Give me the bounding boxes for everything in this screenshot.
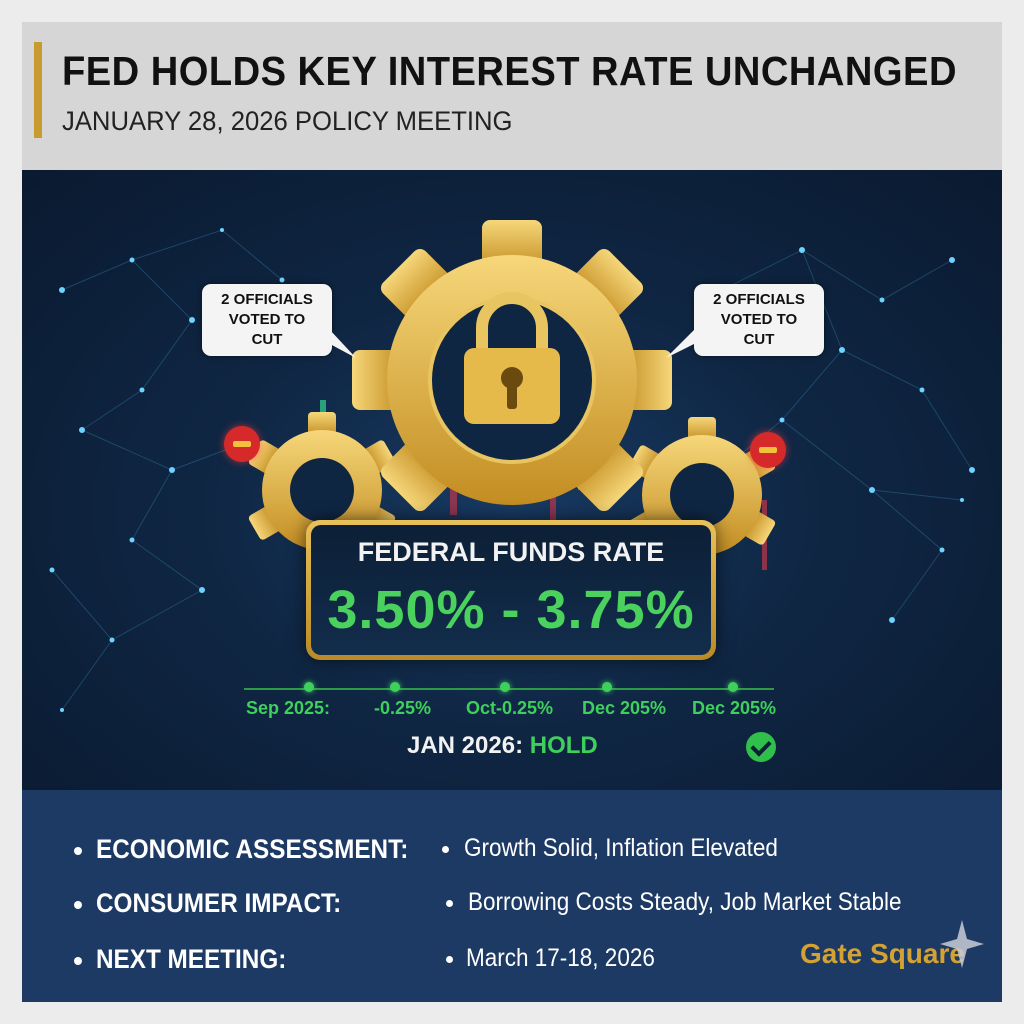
timeline-dot [390, 682, 400, 692]
vote-bubble-right: 2 OFFICIALS VOTED TO CUT [694, 284, 824, 356]
vote-bubble-left-line1: 2 OFFICIALS [221, 291, 313, 308]
decision-value: HOLD [529, 732, 598, 759]
bullet [74, 847, 82, 855]
page-title: FED HOLDS KEY INTEREST RATE UNCHANGED [62, 48, 957, 94]
hero-panel: 2 OFFICIALS VOTED TO CUT 2 OFFICIALS VOT… [22, 170, 1002, 790]
lock-icon [464, 292, 560, 424]
timeline-dot [304, 682, 314, 692]
detail-row: CONSUMER IMPACT: Borrowing Costs Steady,… [74, 888, 974, 928]
minus-icon-right [750, 432, 786, 468]
bullet [442, 846, 449, 853]
page-subtitle: JANUARY 28, 2026 POLICY MEETING [62, 106, 513, 136]
rate-label: FEDERAL FUNDS RATE [357, 537, 665, 567]
detail-label: NEXT MEETING: [96, 944, 287, 974]
timeline-item: Sep 2025: [246, 698, 331, 718]
infographic-frame: FED HOLDS KEY INTEREST RATE UNCHANGED JA… [22, 22, 1002, 1002]
timeline-item: Dec 205% [692, 698, 777, 718]
bullet [74, 901, 82, 909]
vote-bubble-right-tail [666, 330, 694, 358]
bullet [446, 900, 453, 907]
minus-icon-left [224, 426, 260, 462]
sparkle-icon [940, 920, 984, 968]
vote-bubble-left: 2 OFFICIALS VOTED TO CUT [202, 284, 332, 356]
detail-value: Borrowing Costs Steady, Job Market Stabl… [468, 888, 902, 916]
detail-label: CONSUMER IMPACT: [96, 888, 342, 918]
timeline-item: -0.25% [374, 698, 432, 718]
decision-line: JAN 2026: HOLD [407, 732, 598, 760]
detail-row: NEXT MEETING: March 17-18, 2026 [74, 944, 974, 984]
timeline-dot [500, 682, 510, 692]
check-icon [746, 732, 776, 762]
detail-label: ECONOMIC ASSESSMENT: [96, 834, 409, 864]
brand-logo: Gate Square [800, 938, 965, 969]
header-accent-bar [34, 42, 42, 138]
detail-value: Growth Solid, Inflation Elevated [464, 834, 778, 862]
bullet [74, 957, 82, 965]
details-panel: ECONOMIC ASSESSMENT: Growth Solid, Infla… [22, 790, 1002, 1002]
vote-bubble-left-tail [330, 330, 356, 358]
timeline-item: Oct-0.25% [466, 698, 554, 718]
vote-bubble-left-line2: VOTED TO CUT [228, 311, 306, 348]
timeline-dot [602, 682, 612, 692]
vote-bubble-right-line1: 2 OFFICIALS [713, 291, 805, 308]
decision-label: JAN 2026: [407, 732, 524, 759]
bullet [446, 956, 453, 963]
timeline-dot [728, 682, 738, 692]
detail-row: ECONOMIC ASSESSMENT: Growth Solid, Infla… [74, 834, 974, 874]
rate-value: 3.50% - 3.75% [327, 580, 695, 640]
rate-panel: FEDERAL FUNDS RATE 3.50% - 3.75% [306, 520, 716, 660]
vote-bubble-right-line2: VOTED TO CUT [720, 311, 798, 348]
detail-value: March 17-18, 2026 [466, 944, 655, 972]
timeline-item: Dec 205% [582, 698, 667, 718]
header: FED HOLDS KEY INTEREST RATE UNCHANGED JA… [22, 22, 1002, 170]
